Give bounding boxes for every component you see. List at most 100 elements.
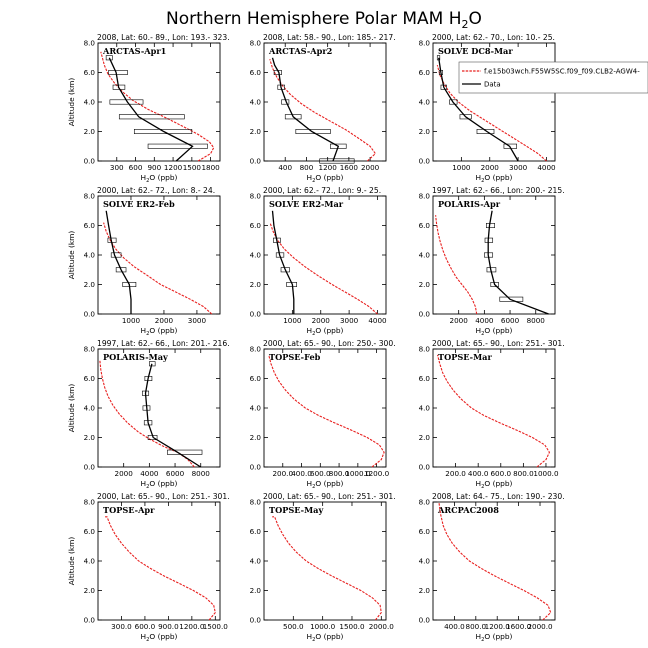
- panel-header: 2008, Lat: 58.- 90., Lon: 185.- 217.: [263, 33, 396, 42]
- data-series-line: [271, 57, 340, 162]
- data-range-box: [319, 158, 355, 164]
- y-tick-label: 2.0: [250, 433, 262, 442]
- data-range-box: [330, 143, 347, 149]
- panel-3: 2000, Lat: 62.- 70., Lon: 10.- 25. 0.0 2.0…: [419, 33, 556, 184]
- x-tick-label: 1600.0: [506, 622, 532, 631]
- panel-label: POLARIS-May: [103, 352, 168, 362]
- y-tick-label: 0.0: [419, 616, 431, 625]
- x-tick-label: 3000: [340, 316, 359, 325]
- x-tick-label: 400: [278, 163, 292, 172]
- x-tick-label: 2000.0: [527, 622, 553, 631]
- data-range-box: [485, 223, 495, 229]
- x-tick-label: 1000: [122, 316, 141, 325]
- y-tick-label: 4.0: [84, 404, 96, 413]
- data-range-box: [449, 99, 458, 105]
- y-tick-label: 0.0: [250, 157, 262, 166]
- plot-frame: [432, 501, 556, 621]
- y-tick-label: 6.0: [250, 374, 262, 383]
- x-tick-label: 2000: [481, 163, 500, 172]
- panel-header: 2000, Lat: 62.- 72., Lon: 9.- 25.: [263, 186, 381, 195]
- panel-label: ARCTAS-Apr2: [268, 46, 332, 56]
- plot-frame: [263, 195, 387, 315]
- panels: 2008, Lat: 60.- 89., Lon: 193.- 323. 0.0 2…: [67, 33, 565, 643]
- data-range-box: [280, 267, 290, 273]
- y-tick-label: 8.0: [419, 345, 431, 354]
- figure-title: Northern Hemisphere Polar MAM H2O: [166, 9, 482, 31]
- panel-label: TOPSE-Mar: [438, 352, 492, 362]
- x-tick-label: 6000: [166, 469, 185, 478]
- legend-label: Data: [484, 81, 501, 89]
- plot-frame: [263, 42, 387, 162]
- y-tick-label: 4.0: [419, 98, 431, 107]
- model-series-line: [104, 516, 216, 621]
- x-tick-label: 4000: [140, 469, 159, 478]
- x-axis-label: H2O (ppb): [476, 173, 513, 184]
- panel-label: TOPSE-Feb: [269, 352, 321, 362]
- data-range-box: [459, 114, 472, 120]
- y-tick-label: 8.0: [250, 39, 262, 48]
- y-tick-label: 8.0: [250, 192, 262, 201]
- data-range-box: [167, 449, 203, 455]
- y-tick-label: 4.0: [419, 404, 431, 413]
- x-tick-label: 600.0: [490, 469, 511, 478]
- y-tick-label: 6.0: [419, 221, 431, 230]
- y-axis-label: Altitude (km): [67, 231, 76, 280]
- x-tick-label: 800.0: [513, 469, 534, 478]
- x-tick-label: 600: [129, 163, 143, 172]
- x-tick-label: 900.0: [158, 622, 179, 631]
- x-axis-label: H2O (ppb): [476, 326, 513, 337]
- y-tick-label: 2.0: [419, 433, 431, 442]
- panel-label: SOLVE ER2-Mar: [269, 199, 344, 209]
- y-tick-label: 6.0: [84, 221, 96, 230]
- model-series-line: [438, 501, 552, 621]
- x-axis-label: H2O (ppb): [141, 173, 178, 184]
- y-tick-label: 0.0: [419, 463, 431, 472]
- data-range-box: [110, 252, 122, 258]
- x-axis-label: H2O (ppb): [307, 479, 344, 490]
- panel-label: TOPSE-Apr: [103, 505, 155, 515]
- x-tick-label: 400.0: [444, 622, 465, 631]
- data-range-box: [295, 129, 331, 135]
- legend: f.e15b03wch.F55W5SC.f09_f09.CLB2-AGW4- Da…: [458, 61, 648, 94]
- x-axis-label: H2O (ppb): [476, 632, 513, 643]
- x-axis-label: H2O (ppb): [307, 173, 344, 184]
- y-tick-label: 8.0: [84, 345, 96, 354]
- data-range-box: [499, 296, 524, 302]
- data-series-line: [487, 210, 549, 315]
- plot-frame: [97, 195, 221, 315]
- y-tick-label: 0.0: [419, 310, 431, 319]
- x-tick-label: 3000: [188, 316, 207, 325]
- x-tick-label: 1600: [340, 163, 359, 172]
- panel-header: 1997, Lat: 62.- 66., Lon: 200.- 215.: [432, 186, 565, 195]
- x-tick-label: 600.0: [310, 469, 331, 478]
- panel-header: 2008, Lat: 60.- 89., Lon: 193.- 323.: [97, 33, 230, 42]
- panel-label: TOPSE-May: [269, 505, 323, 515]
- model-series-line: [436, 354, 551, 468]
- y-tick-label: 8.0: [250, 498, 262, 507]
- plot-frame: [432, 195, 556, 315]
- panel-header: 2000, Lat: 62.- 72., Lon: 8.- 24.: [97, 186, 215, 195]
- panel-header: 2008, Lat: 64.- 75., Lon: 190.- 230.: [432, 492, 565, 501]
- x-tick-label: 400.0: [291, 469, 312, 478]
- y-tick-label: 2.0: [84, 280, 96, 289]
- y-tick-label: 0.0: [250, 463, 262, 472]
- data-range-box: [105, 55, 113, 61]
- y-tick-label: 4.0: [84, 557, 96, 566]
- x-tick-label: 800.0: [329, 469, 350, 478]
- y-tick-label: 6.0: [84, 527, 96, 536]
- y-tick-label: 0.0: [84, 310, 96, 319]
- x-tick-label: 4000: [537, 163, 556, 172]
- y-tick-label: 8.0: [419, 498, 431, 507]
- y-tick-label: 6.0: [250, 68, 262, 77]
- panel-2: 2008, Lat: 58.- 90., Lon: 185.- 217. 0.0 2…: [250, 33, 396, 184]
- panel-4: 2000, Lat: 62.- 72., Lon: 8.- 24. 0.0 2.0 4…: [67, 186, 221, 337]
- model-series-line: [99, 360, 195, 468]
- y-axis-label: Altitude (km): [67, 537, 76, 586]
- x-axis-label: H2O (ppb): [141, 632, 178, 643]
- x-tick-label: 300: [110, 163, 124, 172]
- model-series-line: [269, 222, 378, 315]
- x-tick-label: 1800: [201, 163, 220, 172]
- panel-header: 2000, Lat: 65.- 90., Lon: 251.- 301.: [97, 492, 230, 501]
- panel-label: ARCPAC2008: [437, 505, 499, 515]
